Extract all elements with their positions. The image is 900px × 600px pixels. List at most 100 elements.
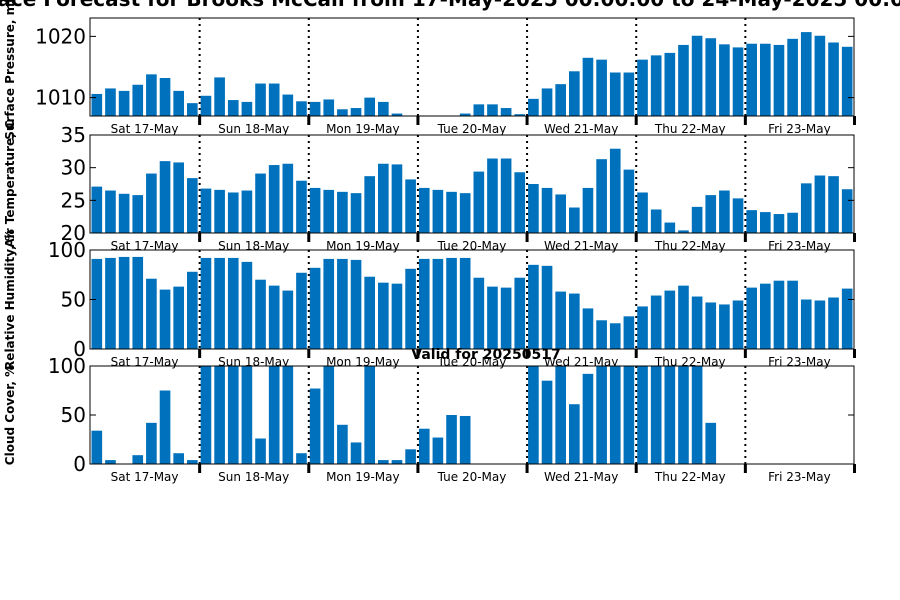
- x-tick-label: Fri 23-May: [768, 355, 831, 369]
- bar: [814, 175, 826, 233]
- y-tick-label: 100: [48, 354, 86, 378]
- bar: [391, 113, 403, 116]
- bar: [214, 366, 225, 464]
- bar: [446, 191, 457, 233]
- bar: [487, 104, 498, 116]
- bar: [91, 258, 103, 349]
- bar: [405, 179, 416, 233]
- bar: [705, 38, 717, 116]
- bar: [187, 271, 198, 349]
- bar: [705, 302, 717, 349]
- x-tick-label: Fri 23-May: [768, 239, 831, 253]
- bar: [364, 366, 375, 464]
- bar: [473, 277, 485, 349]
- bar: [405, 449, 416, 464]
- bar: [432, 437, 444, 464]
- bar: [828, 297, 839, 349]
- bar: [569, 293, 580, 349]
- bar: [569, 404, 580, 464]
- bar: [432, 189, 444, 233]
- bar: [582, 187, 594, 233]
- bar: [500, 158, 512, 233]
- bar: [378, 163, 389, 233]
- bar: [828, 176, 839, 233]
- bar: [664, 366, 676, 464]
- bar: [132, 455, 144, 464]
- bar: [378, 101, 389, 116]
- bar: [323, 258, 335, 349]
- x-tick-label: Thu 22-May: [654, 122, 726, 136]
- y-tick-label: 20: [61, 221, 86, 245]
- bar: [582, 57, 594, 116]
- x-tick-label: Mon 19-May: [326, 470, 400, 484]
- bar: [814, 35, 826, 117]
- bar: [664, 52, 676, 116]
- bar: [691, 296, 703, 349]
- bar: [227, 100, 239, 116]
- bar: [105, 88, 116, 116]
- bar: [678, 230, 689, 233]
- bar: [391, 164, 403, 233]
- bar: [241, 101, 253, 116]
- bar: [446, 415, 457, 464]
- plot-frame: [89, 17, 855, 117]
- bar: [555, 194, 566, 233]
- bar: [146, 422, 157, 464]
- bar: [569, 71, 580, 116]
- bar: [732, 47, 744, 116]
- bar: [337, 191, 348, 233]
- bar: [268, 366, 280, 464]
- y-tick-label: 100: [48, 238, 86, 262]
- y-tick-label: 1020: [35, 24, 86, 48]
- bar: [528, 366, 539, 464]
- bar: [650, 295, 662, 349]
- bar: [773, 44, 785, 117]
- bar: [555, 291, 566, 349]
- bar: [187, 460, 198, 464]
- bar: [118, 256, 130, 349]
- bar: [282, 290, 294, 349]
- bar: [105, 257, 116, 349]
- bar: [555, 84, 566, 116]
- bar: [582, 373, 594, 464]
- y-tick-label: 1010: [35, 86, 86, 110]
- x-tick-label: Thu 22-May: [654, 470, 726, 484]
- bar: [596, 320, 607, 349]
- bar: [105, 190, 116, 233]
- y-axis-label: Surface Pressure, mb: [3, 0, 17, 140]
- bar: [705, 422, 717, 464]
- x-tick-label: Wed 21-May: [544, 239, 618, 253]
- bar: [623, 366, 635, 464]
- bar: [719, 304, 730, 349]
- bar: [691, 35, 703, 117]
- bar: [268, 165, 280, 233]
- bar: [787, 212, 798, 233]
- bar: [350, 108, 362, 116]
- bar: [746, 210, 757, 233]
- bar: [241, 190, 253, 233]
- x-tick-label: Wed 21-May: [544, 122, 618, 136]
- bar: [514, 114, 526, 116]
- plot-frame: [89, 134, 855, 234]
- bar: [118, 193, 130, 233]
- y-axis-label: Cloud Cover, %: [3, 365, 17, 465]
- bar: [200, 188, 212, 233]
- bar: [296, 101, 307, 116]
- bar: [282, 94, 294, 116]
- bar: [241, 261, 253, 349]
- bar: [132, 256, 144, 349]
- bar: [787, 38, 798, 116]
- bar: [200, 95, 212, 116]
- y-axis-label: Relative Humidity, %: [3, 229, 17, 370]
- bar: [255, 438, 266, 464]
- bar: [746, 287, 757, 349]
- bar: [541, 380, 553, 464]
- bar: [678, 366, 689, 464]
- bar: [323, 366, 335, 464]
- bar: [391, 283, 403, 349]
- chart-panels: 1010 1020 Sat 17-May Sun 18-May Mon 19-May Tu…: [3, 0, 856, 484]
- bar: [91, 430, 103, 464]
- bar: [159, 161, 171, 233]
- bar: [323, 99, 335, 116]
- y-tick-label: 50: [61, 403, 86, 427]
